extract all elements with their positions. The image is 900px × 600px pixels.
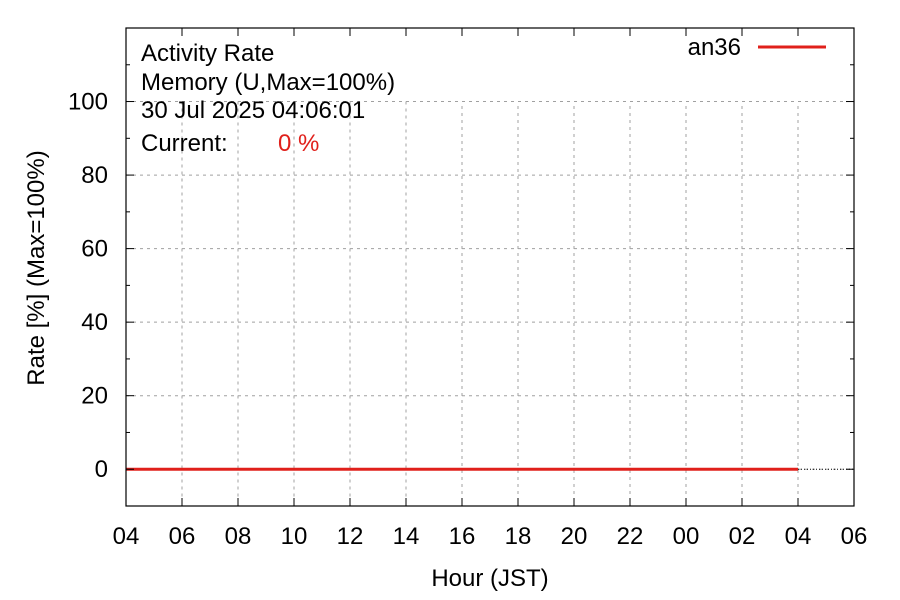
- y-tick-label: 80: [81, 162, 108, 189]
- current-label: Current:: [141, 130, 228, 157]
- x-tick-label: 10: [281, 523, 308, 550]
- y-axis-label: Rate [%] (Max=100%): [23, 150, 50, 385]
- x-tick-label: 22: [617, 523, 644, 550]
- x-tick-label: 02: [729, 523, 756, 550]
- x-tick-label: 04: [113, 523, 140, 550]
- x-tick-label: 18: [505, 523, 532, 550]
- chart-title-line-2: Memory (U,Max=100%): [141, 69, 395, 96]
- x-tick-label: 20: [561, 523, 588, 550]
- x-tick-label: 12: [337, 523, 364, 550]
- legend-label: an36: [688, 34, 741, 61]
- x-axis-label: Hour (JST): [431, 565, 548, 592]
- x-tick-label: 08: [225, 523, 252, 550]
- ticks: 04 06 08 10 12 14 16 18 20 22 00 02 04 06 0 20 40 60 80 100: [68, 27, 868, 550]
- x-tick-label: 06: [169, 523, 196, 550]
- y-tick-label: 60: [81, 236, 108, 263]
- x-tick-label: 04: [785, 523, 812, 550]
- chart-title-line-1: Activity Rate: [141, 40, 274, 67]
- current-value: 0 %: [278, 130, 319, 157]
- plot-frame: [125, 27, 855, 507]
- y-tick-label: 20: [81, 383, 108, 410]
- y-tick-label: 0: [95, 456, 108, 483]
- x-tick-label: 00: [673, 523, 700, 550]
- x-tick-label: 14: [393, 523, 420, 550]
- y-tick-label: 100: [68, 89, 108, 116]
- y-tick-label: 40: [81, 309, 108, 336]
- chart-title-line-3: 30 Jul 2025 04:06:01: [141, 97, 365, 124]
- x-tick-label: 06: [841, 523, 868, 550]
- x-tick-label: 16: [449, 523, 476, 550]
